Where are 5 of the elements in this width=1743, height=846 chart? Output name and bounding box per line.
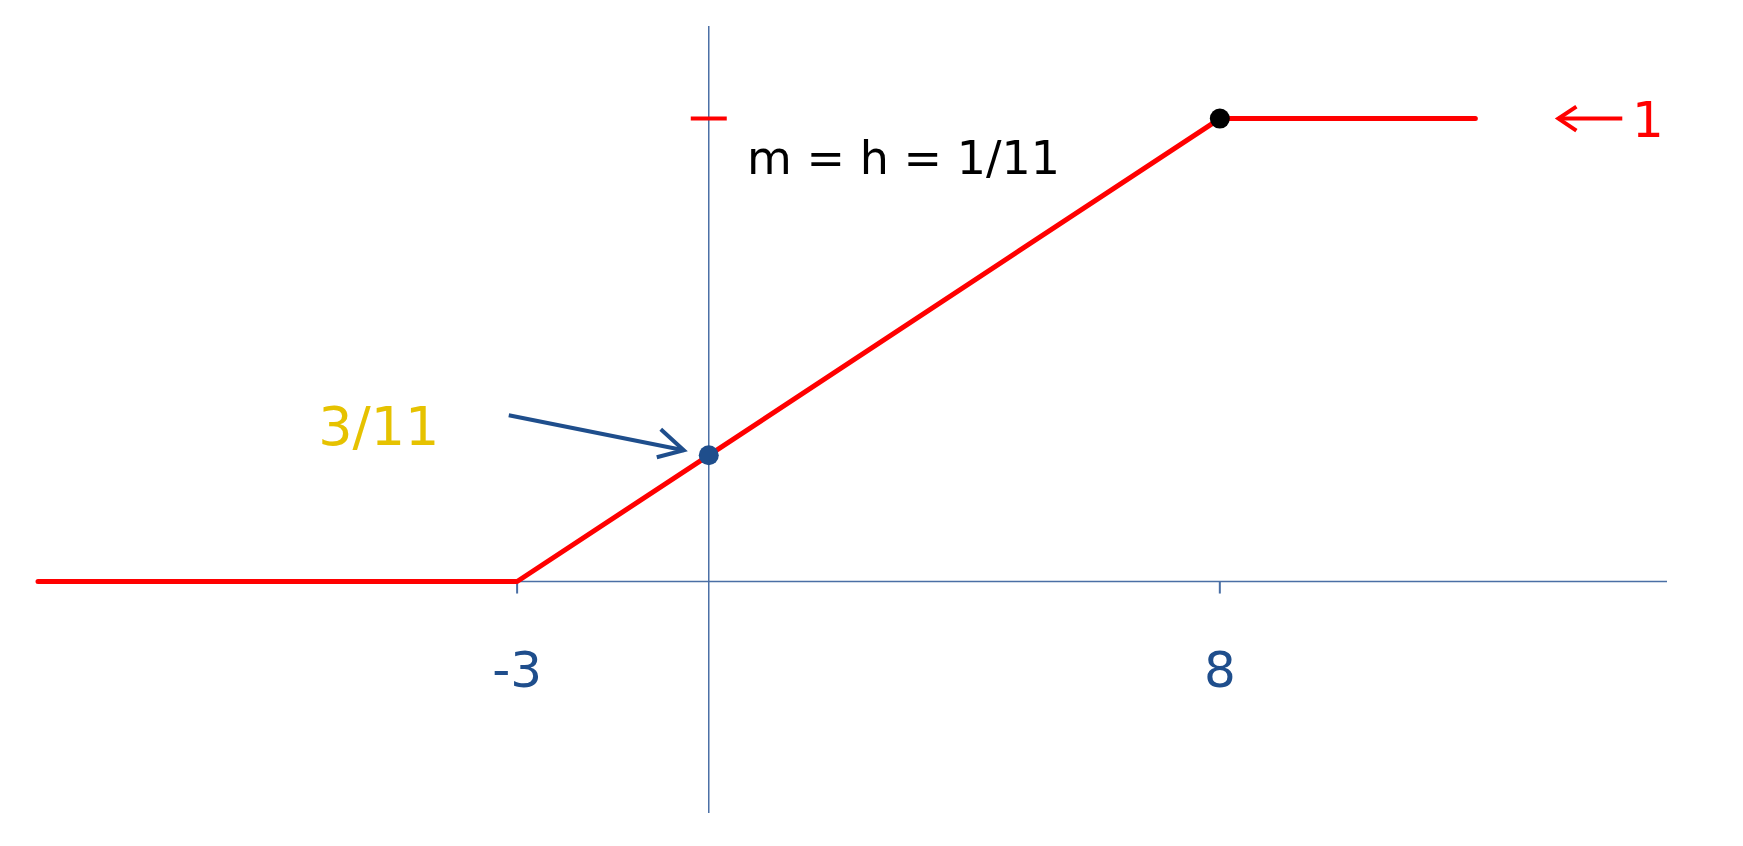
annotation: 1 [1631, 90, 1664, 149]
annotation: m = h = 1/11 [747, 131, 1060, 186]
x-tick-label: -3 [492, 640, 543, 699]
x-tick-label: 8 [1203, 640, 1236, 699]
annotation: 3/11 [318, 395, 440, 459]
